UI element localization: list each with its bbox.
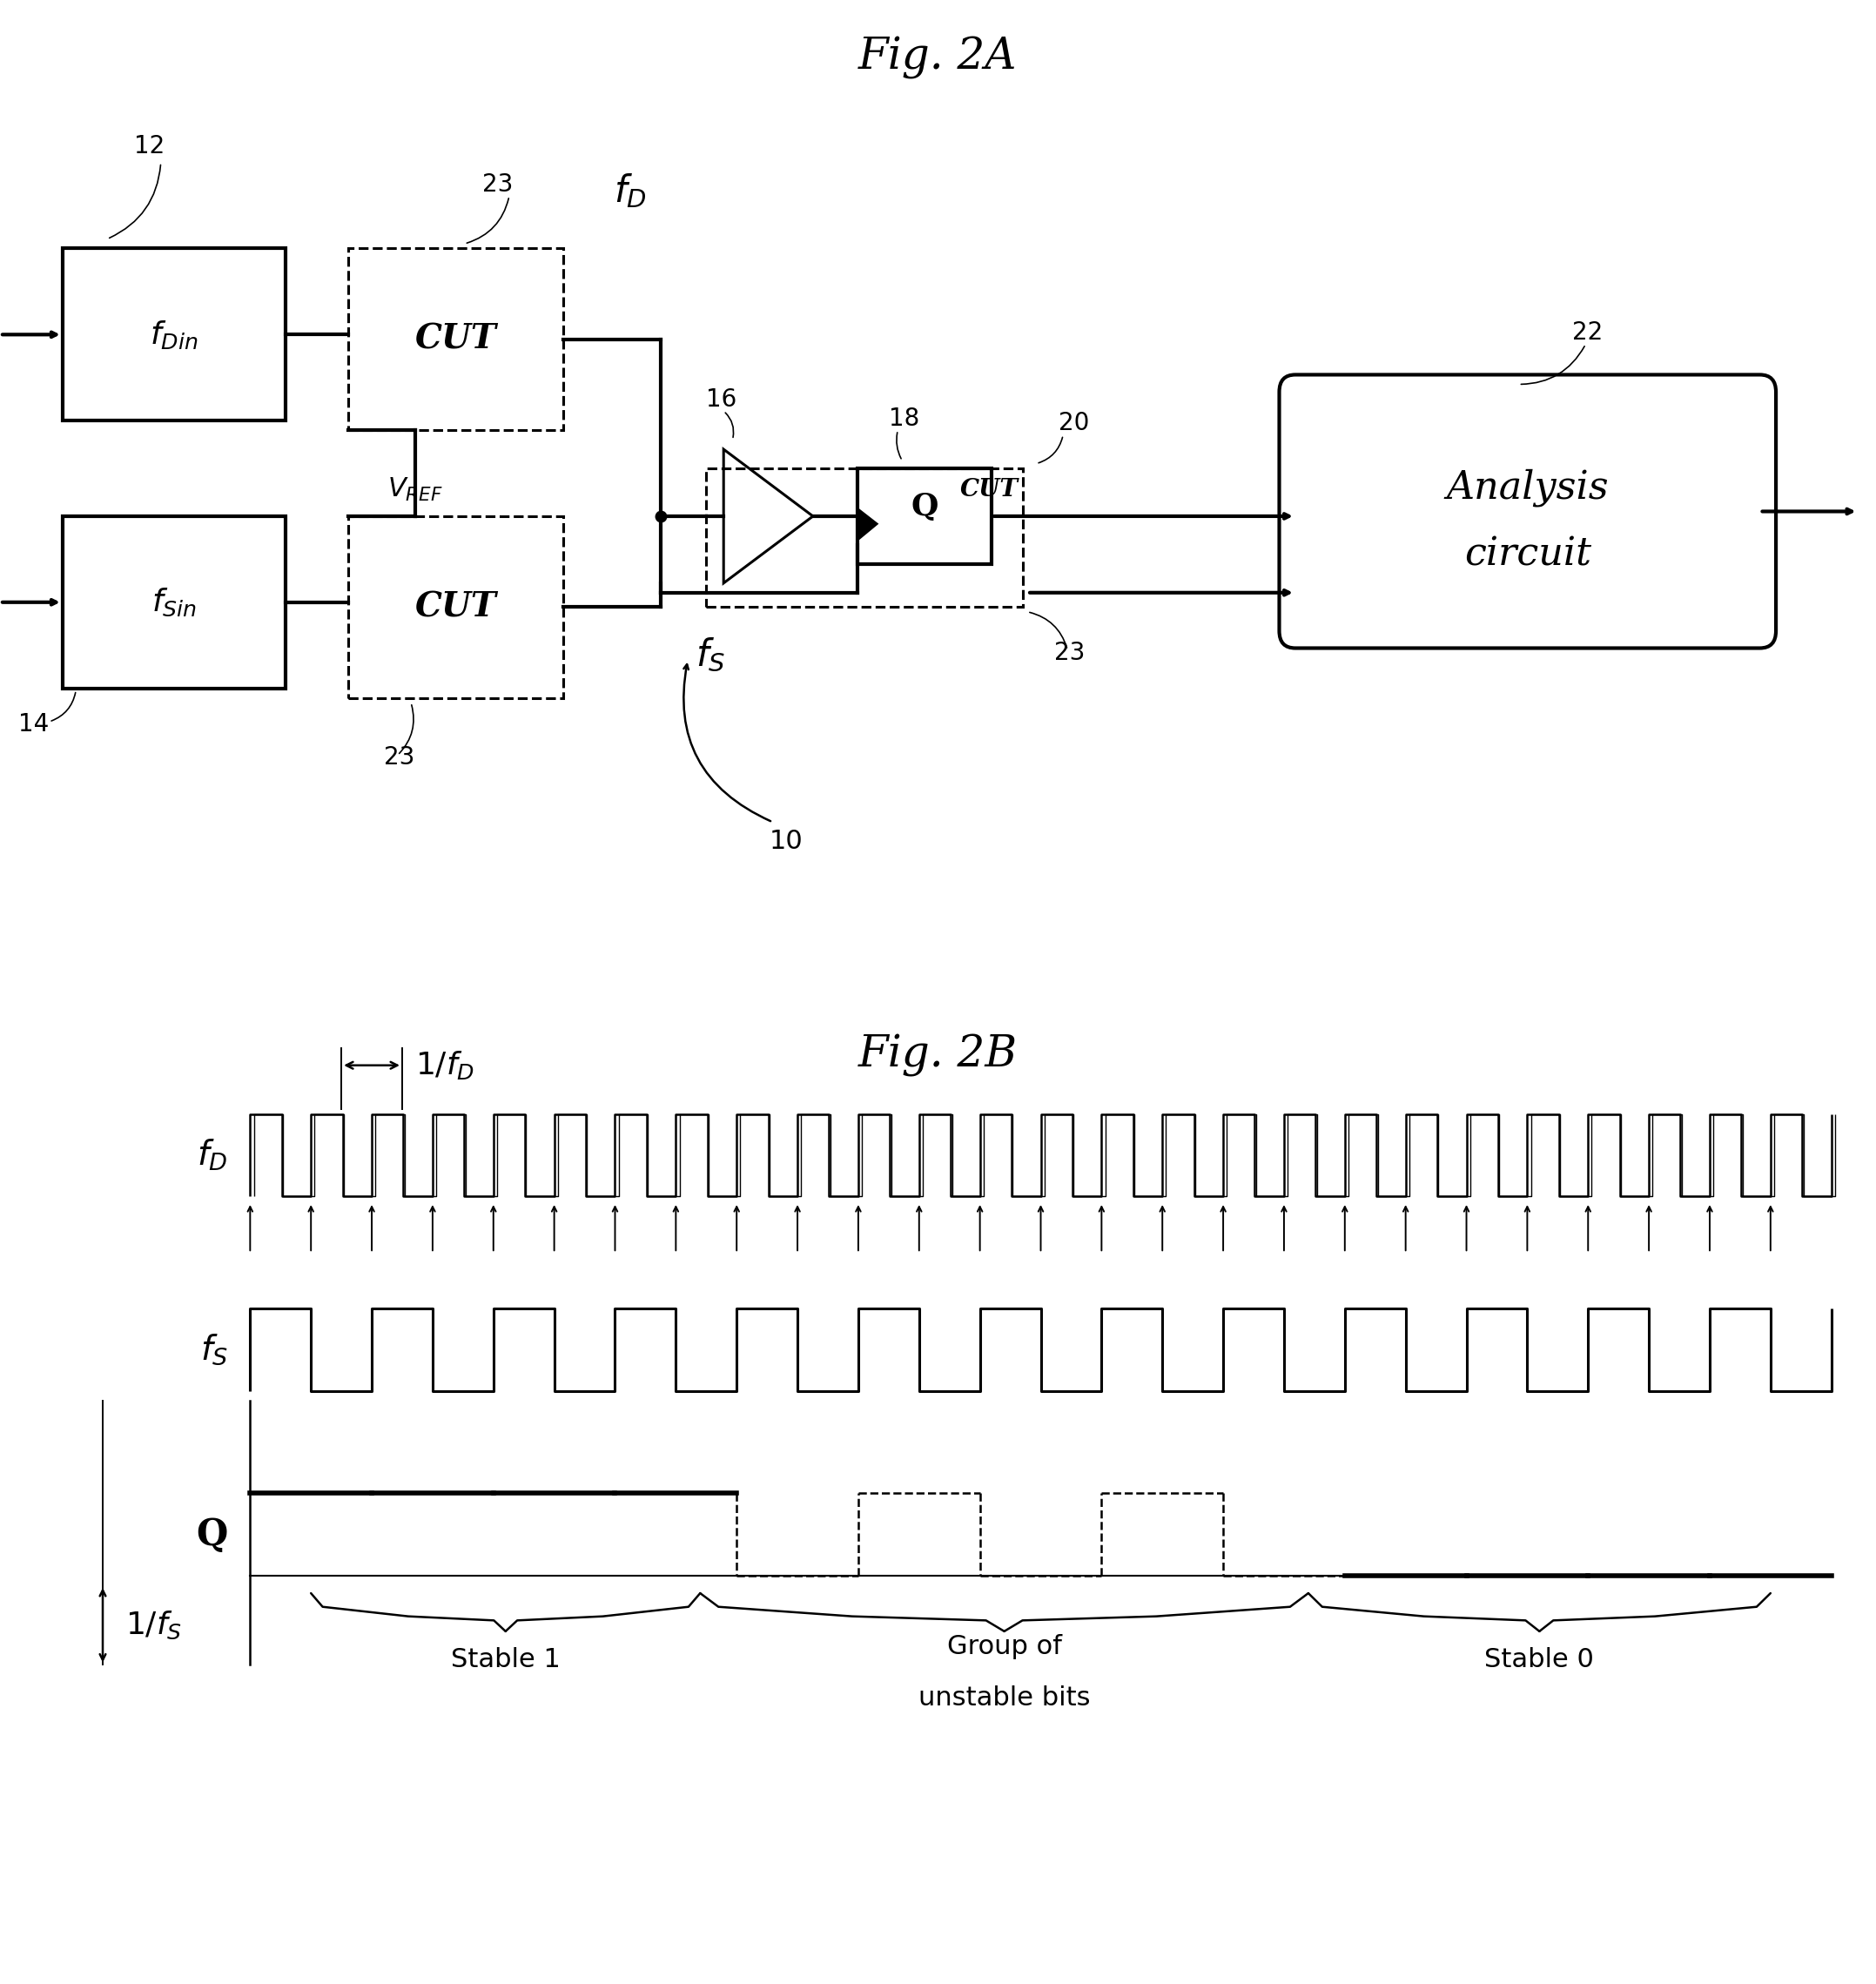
Text: Group of: Group of xyxy=(947,1635,1062,1659)
Text: CUT: CUT xyxy=(961,478,1019,502)
Text: Q: Q xyxy=(912,492,938,522)
Text: $f_S$: $f_S$ xyxy=(696,637,726,675)
Text: 12: 12 xyxy=(133,133,165,159)
Text: circuit: circuit xyxy=(1463,536,1591,573)
Text: $f_D$: $f_D$ xyxy=(613,173,645,210)
Text: 23: 23 xyxy=(385,746,415,770)
Text: $1/f_S$: $1/f_S$ xyxy=(126,1609,182,1641)
Text: 23: 23 xyxy=(1054,641,1084,665)
Text: $1/f_D$: $1/f_D$ xyxy=(416,1050,475,1081)
Text: 16: 16 xyxy=(705,387,737,411)
Text: 18: 18 xyxy=(889,407,919,431)
Text: CUT: CUT xyxy=(415,591,497,623)
FancyBboxPatch shape xyxy=(1279,375,1777,649)
Text: 14: 14 xyxy=(19,712,49,736)
Text: CUT: CUT xyxy=(415,323,497,355)
Text: $f_{Sin}$: $f_{Sin}$ xyxy=(152,587,197,619)
Text: Stable 0: Stable 0 xyxy=(1484,1647,1595,1673)
Polygon shape xyxy=(857,508,878,540)
Polygon shape xyxy=(724,448,812,583)
Text: unstable bits: unstable bits xyxy=(917,1686,1090,1710)
Text: $f_D$: $f_D$ xyxy=(197,1137,227,1173)
FancyBboxPatch shape xyxy=(62,516,285,688)
Text: $f_{Din}$: $f_{Din}$ xyxy=(150,319,199,351)
Text: $f_S$: $f_S$ xyxy=(201,1333,227,1367)
FancyBboxPatch shape xyxy=(62,248,285,421)
FancyBboxPatch shape xyxy=(857,468,992,563)
Text: Fig. 2B: Fig. 2B xyxy=(859,1034,1017,1077)
Text: Stable 1: Stable 1 xyxy=(450,1647,561,1673)
FancyBboxPatch shape xyxy=(349,248,563,431)
Text: Analysis: Analysis xyxy=(1446,468,1610,506)
FancyBboxPatch shape xyxy=(349,516,563,698)
Text: 23: 23 xyxy=(482,173,514,196)
Text: 10: 10 xyxy=(769,829,803,853)
Text: $V_{REF}$: $V_{REF}$ xyxy=(388,476,443,504)
Text: 22: 22 xyxy=(1572,319,1602,345)
Text: Q: Q xyxy=(197,1516,227,1553)
Text: Fig. 2A: Fig. 2A xyxy=(859,36,1017,79)
Text: 20: 20 xyxy=(1058,411,1090,434)
